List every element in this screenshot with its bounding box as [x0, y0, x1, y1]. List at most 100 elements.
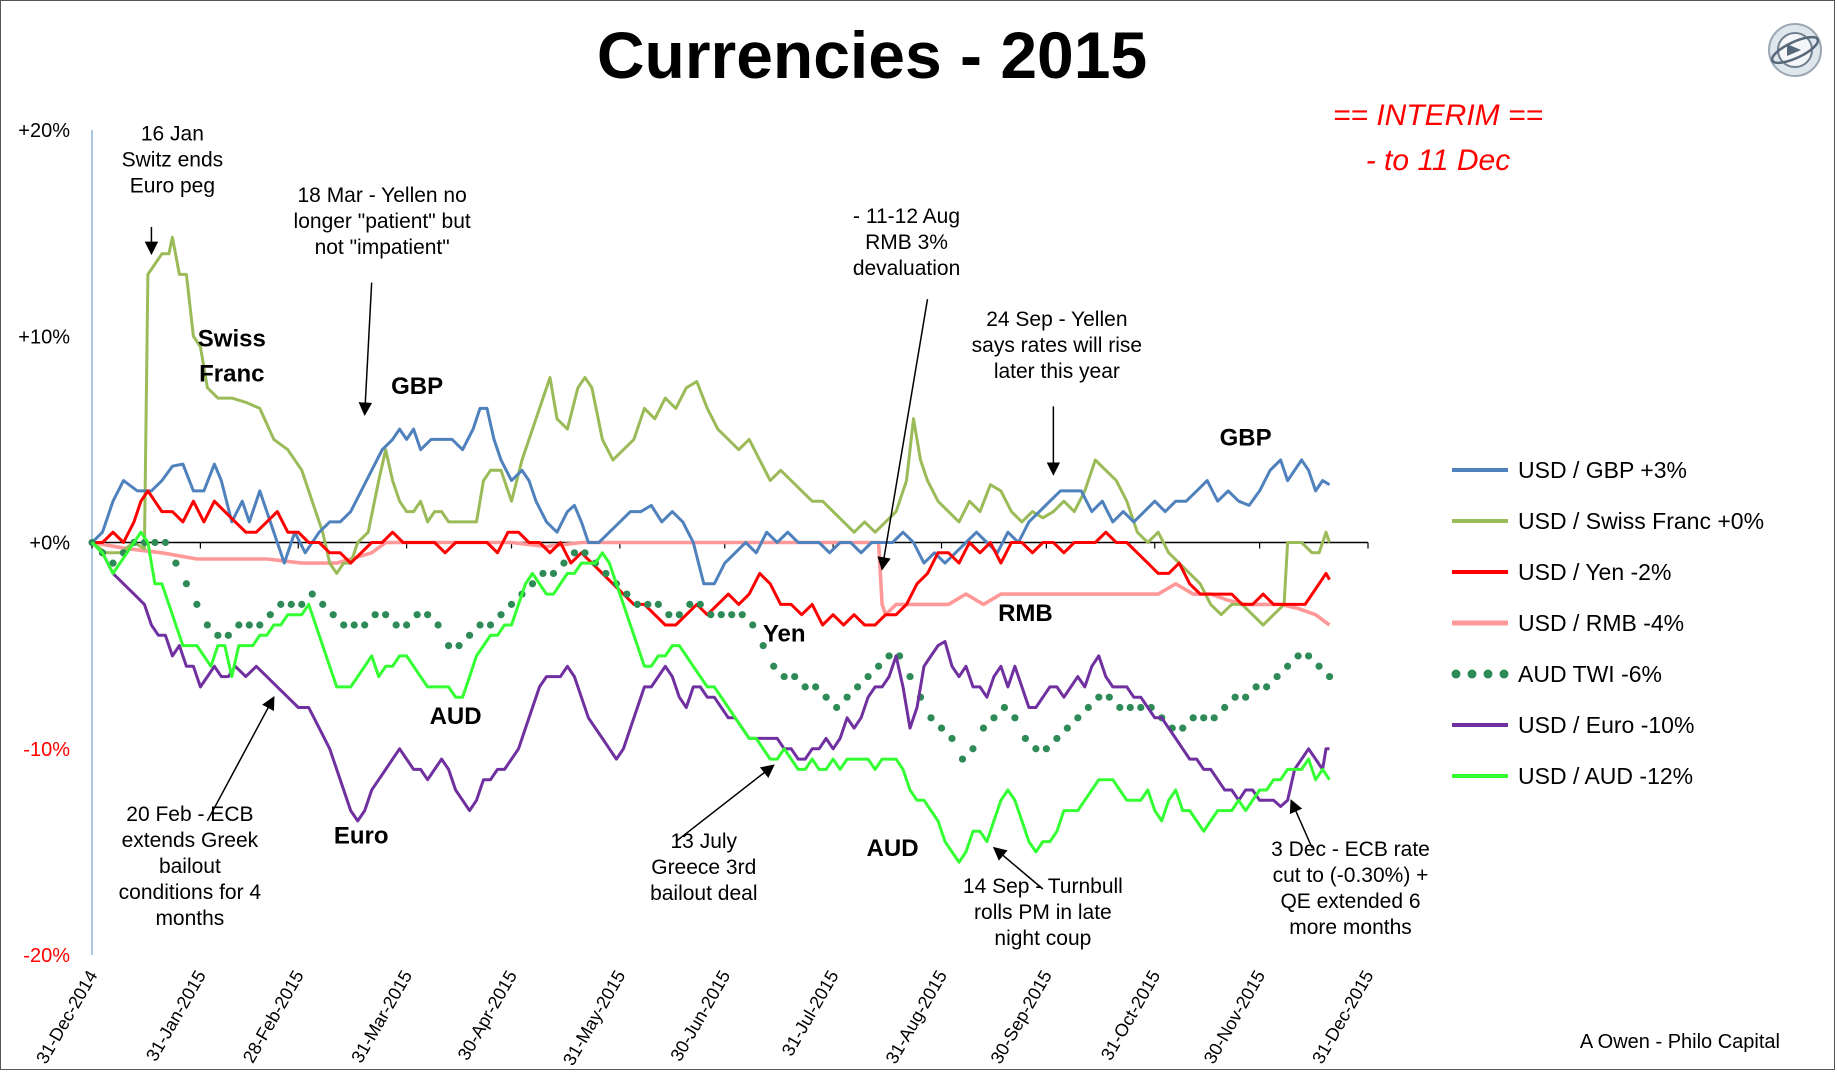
data-point	[1200, 714, 1208, 722]
data-point	[476, 621, 484, 629]
data-point	[560, 559, 568, 567]
legend-label: AUD TWI -6%	[1518, 661, 1662, 687]
data-point	[885, 652, 893, 660]
x-tick-label: 31-Mar-2015	[347, 967, 416, 1066]
series-line-usd-yen-2	[92, 489, 1331, 627]
series-label: Franc	[199, 361, 264, 388]
data-point	[1325, 672, 1334, 681]
date-range-note: - to 11 Dec	[1366, 144, 1511, 177]
annotation-text: 24 Sep - Yellen	[986, 308, 1127, 331]
data-point	[434, 621, 442, 629]
data-point	[948, 734, 956, 743]
annotation-text: months	[155, 907, 224, 930]
data-point	[214, 631, 222, 639]
annotation-text: conditions for 4	[119, 881, 262, 904]
data-point	[801, 683, 809, 691]
annotation: 16 Jan Switz ends Euro peg	[122, 122, 223, 256]
data-point	[1137, 703, 1145, 712]
series-label: GBP	[391, 373, 443, 400]
x-tick-label: 31-Oct-2015	[1097, 967, 1164, 1064]
data-point	[109, 559, 117, 567]
data-point	[193, 600, 201, 608]
legend-item-usd-gbp-3: USD / GBP +3%	[1452, 457, 1687, 483]
data-point	[151, 538, 159, 547]
data-point	[937, 724, 946, 732]
legend: USD / GBP +3% USD / Swiss Franc +0% USD / …	[1451, 457, 1764, 789]
data-point	[182, 580, 190, 588]
legend-swatch	[1467, 669, 1477, 679]
y-tick-label: +20%	[18, 120, 70, 142]
annotation-text: 20 Feb - ECB	[126, 803, 253, 826]
data-point	[403, 621, 411, 629]
legend-item-usd-swiss-franc-0: USD / Swiss Franc +0%	[1452, 508, 1764, 534]
annotation-text: 14 Sep - Turnbull	[963, 875, 1123, 898]
legend-label: USD / GBP +3%	[1518, 457, 1687, 483]
annotation-arrow	[358, 282, 373, 416]
series-label: GBP	[1220, 425, 1272, 452]
data-point	[822, 693, 830, 701]
data-point	[497, 611, 505, 619]
data-point	[1221, 703, 1229, 712]
annotation: 18 Mar - Yellen no longer "patient" but no…	[294, 184, 471, 416]
legend-label: USD / AUD -12%	[1518, 763, 1693, 789]
y-tick-label: -10%	[23, 739, 70, 761]
annotation-arrow	[1289, 799, 1313, 849]
data-point	[350, 621, 358, 629]
annotation-text: - 11-12 Aug	[853, 205, 960, 228]
data-point	[256, 621, 264, 629]
legend-item-usd-yen-2: USD / Yen -2%	[1452, 559, 1671, 585]
data-point	[161, 538, 170, 547]
annotation-text: bailout deal	[650, 882, 757, 905]
annotation-text: longer "patient" but	[294, 210, 471, 233]
y-tick-label: +0%	[29, 533, 70, 555]
data-point	[172, 559, 180, 567]
data-point	[770, 662, 778, 670]
annotation-text: RMB 3%	[865, 231, 948, 254]
data-point	[644, 600, 652, 608]
data-point	[728, 611, 736, 619]
annotation: 24 Sep - Yellen says rates will rise later…	[972, 308, 1142, 476]
legend-item-usd-rmb-4: USD / RMB -4%	[1452, 610, 1684, 636]
data-point	[465, 631, 474, 639]
data-point	[1063, 724, 1071, 732]
annotations: 16 Jan Switz ends Euro peg 18 Mar - Yellen …	[119, 122, 1430, 950]
data-point	[361, 621, 369, 629]
x-tick-label: 31-Jan-2015	[142, 967, 210, 1065]
y-tick-label: -20%	[23, 945, 70, 967]
annotation-arrow	[675, 764, 775, 843]
data-point	[759, 642, 767, 650]
data-point	[1231, 693, 1239, 701]
data-point	[717, 611, 725, 619]
data-point	[1126, 703, 1134, 712]
legend-swatch	[1483, 669, 1493, 679]
annotation-text: more months	[1289, 916, 1412, 939]
data-point	[1000, 703, 1009, 712]
data-point	[340, 621, 348, 629]
legend-item-aud-twi-6: AUD TWI -6%	[1451, 661, 1662, 687]
x-tick-label: 31-Dec-2014	[32, 967, 101, 1067]
philo-capital-logo-icon	[1768, 23, 1822, 77]
data-point	[1095, 693, 1103, 701]
series-label: RMB	[998, 600, 1053, 627]
legend-label: USD / Swiss Franc +0%	[1518, 508, 1764, 534]
data-point	[1179, 724, 1187, 732]
y-axis-ticks: +20% +10% +0% -10% -20%	[18, 120, 70, 967]
annotation: - 11-12 Aug RMB 3% devaluation	[853, 205, 960, 571]
data-point	[413, 611, 421, 619]
interim-note: == INTERIM ==	[1333, 99, 1543, 132]
x-tick-label: 30-Apr-2015	[454, 967, 521, 1064]
data-point	[1283, 662, 1292, 670]
annotation: 20 Feb - ECB extends Greek bailout conditio…	[119, 695, 275, 930]
data-point	[979, 724, 988, 732]
x-tick-label: 30-Sep-2015	[986, 967, 1055, 1067]
data-point	[224, 631, 232, 639]
data-point	[549, 569, 558, 578]
series-line-usd-aud-12	[90, 530, 1331, 864]
annotation-text: devaluation	[853, 257, 960, 280]
data-point	[287, 600, 295, 608]
data-point	[874, 662, 883, 670]
series-aud-twi-6	[88, 538, 1334, 763]
series-labels: Swiss Franc GBP AUD Euro Yen RMB AUD GBP	[198, 326, 1272, 862]
data-point	[633, 600, 641, 608]
chart-credit: A Owen - Philo Capital	[1580, 1031, 1780, 1053]
